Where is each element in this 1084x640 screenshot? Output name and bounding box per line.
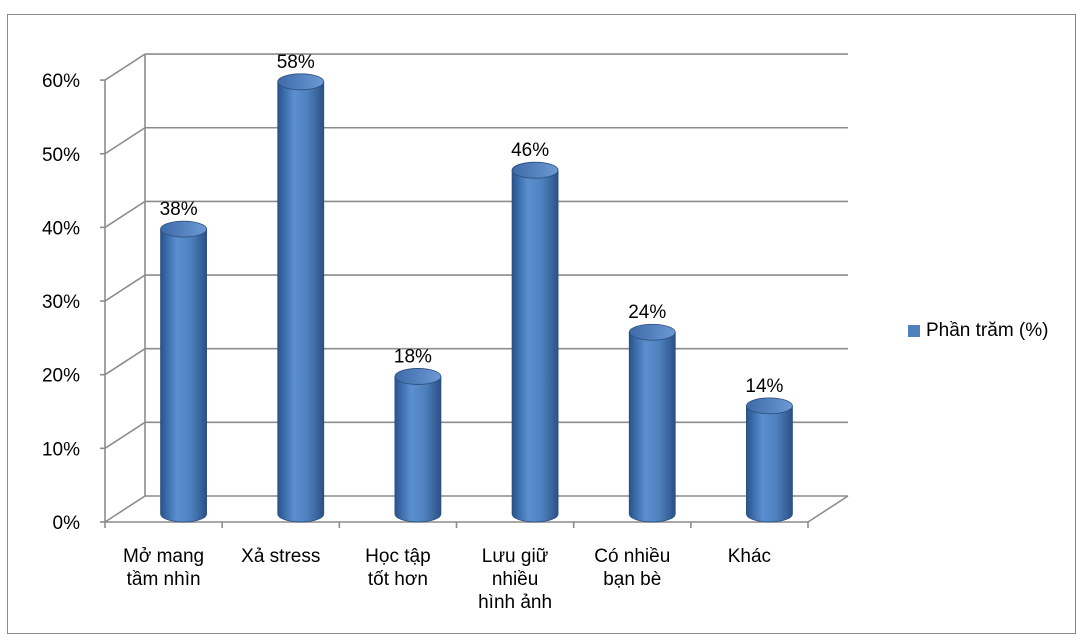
y-tick-label: 10% <box>42 439 80 460</box>
bar <box>160 220 207 523</box>
data-label: 58% <box>277 52 315 73</box>
data-label: 24% <box>628 302 666 323</box>
side-gridline <box>104 495 146 523</box>
bar <box>394 368 442 523</box>
category-label: Khác <box>728 546 771 567</box>
side-gridline <box>104 53 146 81</box>
side-gridline <box>104 127 146 155</box>
side-gridline <box>104 200 146 229</box>
data-label: 38% <box>160 199 198 220</box>
data-label: 14% <box>745 376 783 397</box>
floor-edge <box>807 495 849 523</box>
category-label: Có nhiều bạn bè <box>594 546 670 590</box>
y-tick-label: 40% <box>42 218 80 239</box>
data-label: 46% <box>511 140 549 161</box>
category-label: Học tập tốt hơn <box>365 546 430 590</box>
legend-label: Phần trăm (%) <box>926 320 1049 341</box>
bar <box>746 397 793 523</box>
legend-swatch <box>908 325 920 337</box>
category-label: Lưu giữ nhiều hình ảnh <box>478 546 552 613</box>
data-label: 18% <box>394 346 432 367</box>
y-tick-label: 60% <box>42 71 80 92</box>
bar <box>511 161 559 523</box>
side-gridline <box>104 348 146 376</box>
side-gridline <box>104 421 146 450</box>
y-tick-label: 30% <box>42 292 80 313</box>
y-tick-label: 20% <box>42 366 80 387</box>
side-gridline <box>104 274 146 302</box>
bar <box>628 323 676 523</box>
category-label: Mở mang tầm nhìn <box>123 546 204 590</box>
category-label: Xả stress <box>241 546 320 567</box>
y-tick-label: 0% <box>53 513 81 534</box>
bar <box>277 73 325 523</box>
y-tick-label: 50% <box>42 145 80 166</box>
legend: Phần trăm (%) <box>908 320 1048 342</box>
